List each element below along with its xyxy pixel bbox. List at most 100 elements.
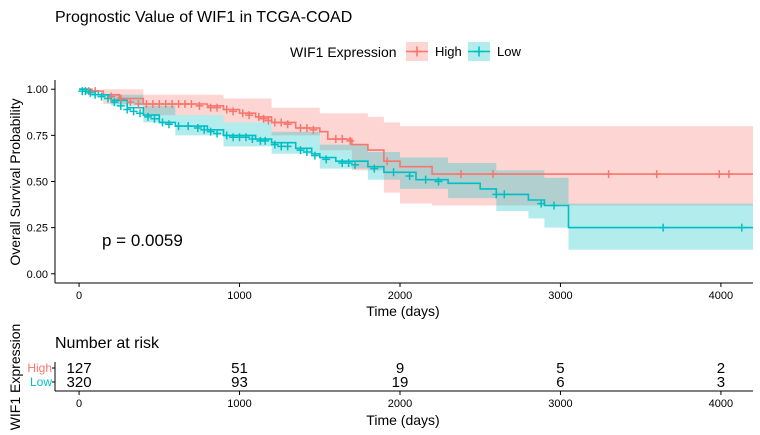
- censor-mark-low: [116, 101, 125, 110]
- censor-mark-low: [86, 88, 95, 97]
- risk-cell-low: 6: [556, 374, 564, 391]
- censor-mark-low: [370, 164, 379, 173]
- legend-label-high: High: [435, 44, 462, 59]
- censor-mark-low: [434, 177, 443, 186]
- y-tick-label: 0.50: [27, 177, 48, 189]
- censor-mark-high: [456, 170, 465, 179]
- legend-title: WIF1 Expression: [290, 44, 397, 60]
- censor-mark-high: [724, 170, 733, 179]
- risk-cell-high: 5: [556, 360, 564, 377]
- censor-mark-low: [110, 98, 119, 107]
- legend-item-high: High: [406, 42, 462, 61]
- censor-mark-low: [550, 201, 559, 210]
- censor-mark-low: [184, 122, 193, 131]
- censor-mark-high: [277, 118, 286, 127]
- censor-mark-low: [103, 94, 112, 103]
- censor-mark-high: [715, 170, 724, 179]
- censor-mark-high: [383, 157, 392, 166]
- censor-mark-low: [158, 118, 167, 127]
- censor-mark-low: [193, 123, 202, 132]
- x-tick-label: 4000: [709, 290, 733, 302]
- censor-mark-high: [652, 170, 661, 179]
- censor-mark-low: [537, 199, 546, 208]
- censor-mark-low: [164, 120, 173, 129]
- censor-mark-low: [405, 171, 414, 180]
- censor-mark-low: [310, 151, 319, 160]
- ci-band-low: [79, 89, 754, 250]
- censor-mark-high: [238, 109, 247, 118]
- risk-table: Number at risk High Low 127 51 9 5 2 320 93 19 6…: [7, 324, 753, 431]
- risk-row-label-high: High: [27, 361, 52, 375]
- risk-x-tick-label: 2000: [388, 398, 412, 410]
- censor-mark-low: [150, 114, 159, 123]
- censor-mark-high: [213, 103, 222, 112]
- censor-mark-low: [389, 168, 398, 177]
- censor-mark-low: [344, 159, 353, 168]
- censor-mark-low: [123, 105, 132, 114]
- censor-mark-high: [309, 125, 318, 134]
- risk-table-x-label: Time (days): [366, 412, 439, 428]
- risk-table-y-label: WIF1 Expression: [7, 324, 23, 431]
- p-value-annotation: p = 0.0059: [102, 231, 183, 250]
- survival-plot: 0.00 0.25 0.50 0.75 1.00 0 1000 2000 3000 4000 T…: [7, 80, 754, 319]
- chart-title: Prognostic Value of WIF1 in TCGA-COAD: [55, 9, 352, 26]
- censor-mark-high: [245, 111, 254, 120]
- censor-mark-high: [259, 114, 268, 123]
- risk-table-x-ticks: 0 1000 2000 3000 4000: [76, 391, 733, 410]
- risk-cell-high: 9: [396, 360, 404, 377]
- censor-mark-low: [81, 87, 90, 96]
- x-axis-ticks: 0 1000 2000 3000 4000: [76, 283, 733, 302]
- censor-mark-high: [254, 112, 263, 121]
- censor-mark-high: [302, 123, 311, 132]
- censor-mark-high: [604, 170, 613, 179]
- censor-mark-low: [136, 109, 145, 118]
- legend-marker-high: [412, 46, 422, 57]
- censor-mark-low: [222, 131, 231, 140]
- confidence-bands: [79, 89, 754, 250]
- x-axis-label: Time (days): [366, 303, 439, 319]
- risk-x-tick-label: 3000: [548, 398, 572, 410]
- legend-label-low: Low: [497, 44, 521, 59]
- risk-x-tick-label: 4000: [709, 398, 733, 410]
- risk-cell-high: 51: [231, 360, 248, 377]
- risk-table-cells: 127 51 9 5 2 320 93 19 6 3: [52, 360, 725, 391]
- censor-mark-high: [229, 107, 238, 116]
- censor-mark-low: [270, 140, 279, 149]
- censor-mark-high: [126, 98, 135, 107]
- y-tick-label: 0.00: [27, 269, 48, 281]
- censor-mark-low: [737, 223, 746, 232]
- risk-x-tick-label: 1000: [227, 398, 251, 410]
- censor-mark-low: [351, 160, 360, 169]
- censor-marks: [78, 87, 746, 232]
- legend: WIF1 Expression High Low: [290, 42, 521, 61]
- censor-mark-high: [187, 99, 196, 108]
- censor-mark-low: [206, 127, 215, 136]
- censor-mark-low: [248, 135, 257, 144]
- censor-mark-low: [322, 155, 331, 164]
- y-tick-label: 1.00: [27, 84, 48, 96]
- y-axis-label: Overall Survival Probability: [7, 98, 23, 265]
- censor-mark-high: [116, 94, 125, 103]
- censor-mark-low: [174, 122, 183, 131]
- censor-mark-high: [346, 136, 355, 145]
- censor-mark-high: [222, 105, 231, 114]
- x-tick-label: 3000: [548, 290, 572, 302]
- censor-mark-high: [134, 99, 143, 108]
- risk-x-tick-label: 0: [76, 398, 82, 410]
- risk-row-label-low: Low: [30, 375, 52, 389]
- censor-mark-high: [338, 135, 347, 144]
- censor-mark-low: [302, 147, 311, 156]
- risk-cell-low: 3: [717, 374, 725, 391]
- risk-cell-low: 93: [231, 374, 248, 391]
- x-tick-label: 1000: [227, 290, 251, 302]
- risk-cell-low: 19: [392, 374, 409, 391]
- risk-cell-high: 2: [717, 360, 725, 377]
- risk-cell-low: 320: [67, 374, 92, 391]
- survival-curve-low: [79, 88, 753, 229]
- censor-mark-low: [421, 175, 430, 184]
- censor-mark-low: [659, 223, 668, 232]
- censor-mark-low: [283, 142, 292, 151]
- censor-mark-low: [213, 129, 222, 138]
- censor-mark-low: [241, 133, 250, 142]
- censor-mark-low: [129, 107, 138, 116]
